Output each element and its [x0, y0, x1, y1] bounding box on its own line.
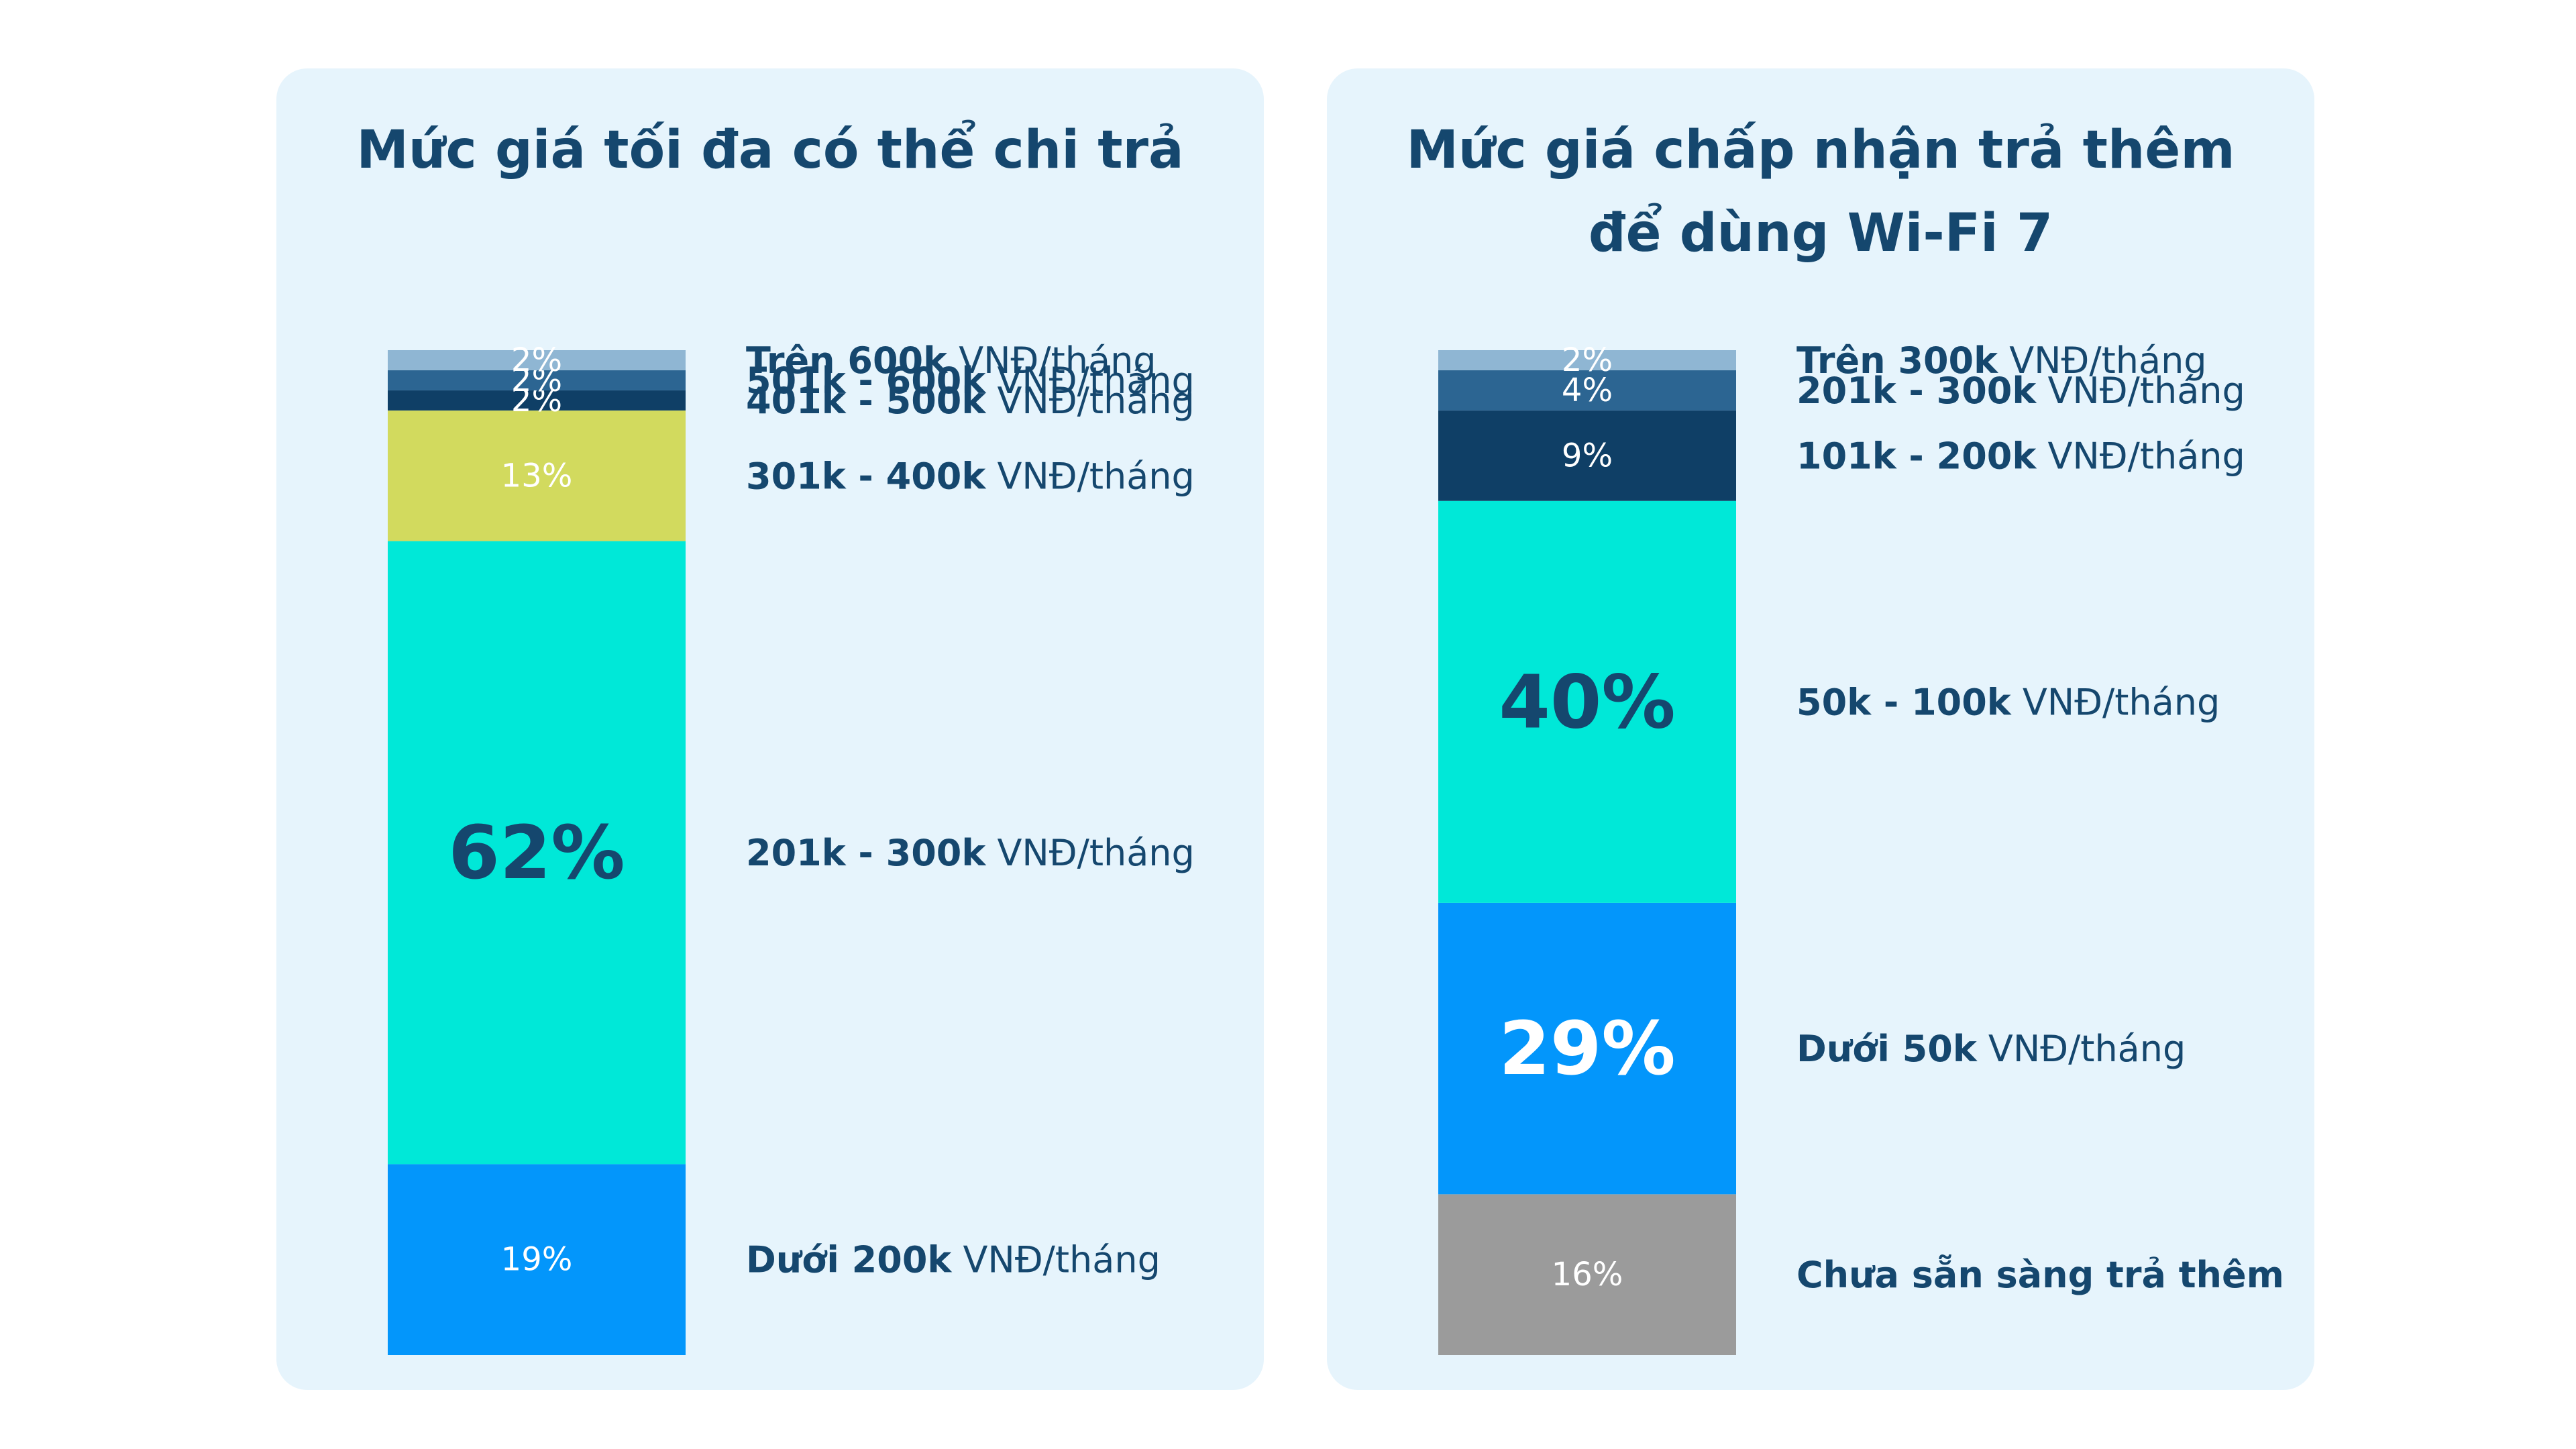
legend-label-201k-300k: 201k - 300k VNĐ/tháng	[1796, 369, 2245, 411]
legend-label-401k-500k: 401k - 500k VNĐ/tháng	[746, 379, 1195, 421]
bar-segment-301k-400k	[388, 410, 686, 541]
bar-segment-50k-100k	[1438, 500, 1736, 903]
data-label-50k-100k: 40%	[1499, 659, 1675, 745]
bar-segment-101k-200k	[1438, 410, 1736, 501]
chart-title: Mức giá tối đa có thể chi trả	[356, 120, 1184, 180]
legend-range: 50k - 100k	[1796, 681, 2012, 723]
data-label-301k-400k: 13%	[501, 457, 573, 494]
legend-range: Trên 300k	[1796, 339, 1998, 381]
legend-unit: VNĐ/tháng	[951, 1238, 1161, 1281]
legend-range: 301k - 400k	[746, 455, 986, 497]
bar-segment-tren-300k	[1438, 350, 1736, 370]
legend-unit: VNĐ/tháng	[2011, 681, 2220, 723]
legend-unit: VNĐ/tháng	[985, 832, 1195, 874]
legend-label-301k-400k: 301k - 400k VNĐ/tháng	[746, 455, 1195, 497]
legend-range: 201k - 300k	[746, 832, 986, 874]
bar-segment-duoi-50k	[1438, 902, 1736, 1195]
legend-range: Dưới 50k	[1796, 1028, 1978, 1070]
legend-unit: VNĐ/tháng	[1977, 1028, 2186, 1070]
data-label-duoi-50k: 29%	[1499, 1006, 1675, 1091]
legend-unit: VNĐ/tháng	[985, 455, 1195, 497]
bar-segment-201k-300k	[1438, 370, 1736, 411]
legend-range: Chưa sẵn sàng trả thêm	[1796, 1254, 2284, 1296]
stacked-bar-chart: 19% Dưới 200k VNĐ/tháng 62% 201k - 300k VNĐ…	[388, 339, 1195, 1355]
legend-label-duoi-200k: Dưới 200k VNĐ/tháng	[746, 1238, 1161, 1281]
legend-label-chua-san-sang-tra-them: Chưa sẵn sàng trả thêm	[1796, 1254, 2284, 1296]
data-label-201k-300k: 4%	[1562, 372, 1613, 409]
legend-unit: VNĐ/tháng	[985, 379, 1195, 421]
legend-range: Trên 600k	[746, 339, 948, 381]
legend-label-duoi-50k: Dưới 50k VNĐ/tháng	[1796, 1028, 2186, 1070]
data-label-chua-san-sang-tra-them: 16%	[1552, 1256, 1623, 1293]
chart-panel-extra-price-wifi7: Mức giá chấp nhận trả thêm để dùng Wi-Fi…	[1327, 68, 2314, 1390]
data-label-101k-200k: 9%	[1562, 437, 1613, 474]
data-label-tren-300k: 2%	[1562, 341, 1613, 379]
chart-title: Mức giá chấp nhận trả thêm để dùng Wi-Fi…	[1406, 120, 2235, 264]
legend-label-501k-600k: 501k - 600k VNĐ/tháng	[746, 359, 1195, 401]
bar-segment-duoi-200k	[388, 1164, 686, 1355]
legend-range: 201k - 300k	[1796, 369, 2037, 411]
legend-label-201k-300k: 201k - 300k VNĐ/tháng	[746, 832, 1195, 874]
bar-segment-chua-san-sang-tra-them	[1438, 1194, 1736, 1355]
bar-segment-501k-600k	[388, 370, 686, 390]
legend-label-50k-100k: 50k - 100k VNĐ/tháng	[1796, 681, 2220, 723]
data-label-tren-600k: 2%	[511, 341, 562, 379]
legend-range: 101k - 200k	[1796, 435, 2037, 477]
data-label-duoi-200k: 19%	[501, 1241, 573, 1279]
legend-unit: VNĐ/tháng	[2036, 369, 2245, 411]
stacked-bar-chart: 16% Chưa sẵn sàng trả thêm 29% Dưới 50k VNĐ…	[1438, 339, 2284, 1355]
legend-range: 401k - 500k	[746, 379, 986, 421]
legend-label-tren-300k: Trên 300k VNĐ/tháng	[1796, 339, 2207, 381]
legend-unit: VNĐ/tháng	[1998, 339, 2207, 381]
bar-segment-tren-600k	[388, 350, 686, 370]
legend-label-101k-200k: 101k - 200k VNĐ/tháng	[1796, 435, 2245, 477]
legend-unit: VNĐ/tháng	[985, 359, 1195, 401]
legend-range: 501k - 600k	[746, 359, 986, 401]
legend-label-tren-600k: Trên 600k VNĐ/tháng	[746, 339, 1157, 381]
legend-unit: VNĐ/tháng	[947, 339, 1157, 381]
data-label-201k-300k: 62%	[448, 810, 625, 896]
chart-panel-max-price: Mức giá tối đa có thể chi trả 19% Dưới 20…	[276, 68, 1264, 1390]
legend-unit: VNĐ/tháng	[2036, 435, 2245, 477]
bar-segment-201k-300k	[388, 541, 686, 1165]
bar-segment-401k-500k	[388, 390, 686, 411]
legend-range: Dưới 200k	[746, 1238, 952, 1281]
